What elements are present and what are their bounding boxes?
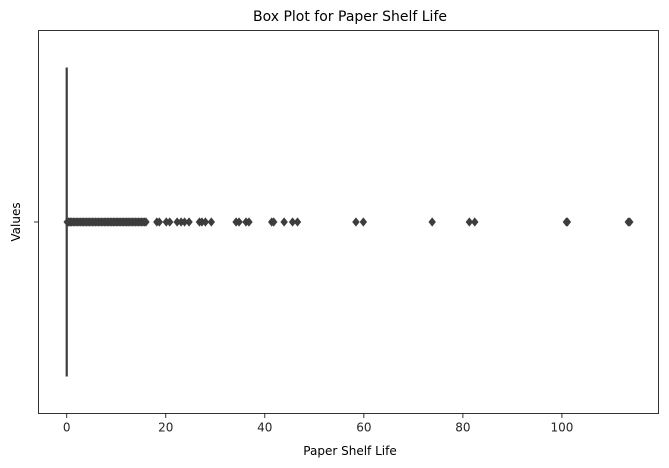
outlier-point [207, 217, 216, 227]
x-tick-label: 100 [550, 421, 573, 435]
chart-title: Box Plot for Paper Shelf Life [253, 9, 447, 25]
outlier-point [201, 217, 210, 227]
y-axis-label: Values [9, 202, 23, 241]
x-tick-label: 80 [455, 421, 470, 435]
x-axis-label: Paper Shelf Life [303, 444, 396, 458]
x-tick-label: 0 [63, 421, 71, 435]
outlier-point [352, 217, 360, 227]
outlier-point [428, 217, 436, 227]
outlier-points [63, 217, 634, 227]
outlier-point [155, 217, 164, 227]
outlier-point [280, 217, 288, 227]
outlier-point [293, 217, 302, 227]
outlier-point [185, 217, 193, 227]
x-tick-label: 40 [257, 421, 272, 435]
x-tick-label: 60 [356, 421, 371, 435]
outlier-point [471, 217, 479, 227]
outlier-point [465, 217, 474, 227]
outlier-point [288, 217, 297, 227]
outlier-point [359, 217, 368, 227]
x-axis-ticks: 0 20 40 60 80 100 [63, 413, 573, 435]
outlier-point [142, 217, 150, 227]
outlier-point [563, 217, 572, 227]
outlier-point [270, 217, 278, 227]
outlier-point [235, 217, 243, 227]
outlier-point [166, 217, 174, 227]
outlier-point [626, 217, 634, 227]
x-tick-label: 20 [158, 421, 173, 435]
outlier-point [245, 217, 253, 227]
